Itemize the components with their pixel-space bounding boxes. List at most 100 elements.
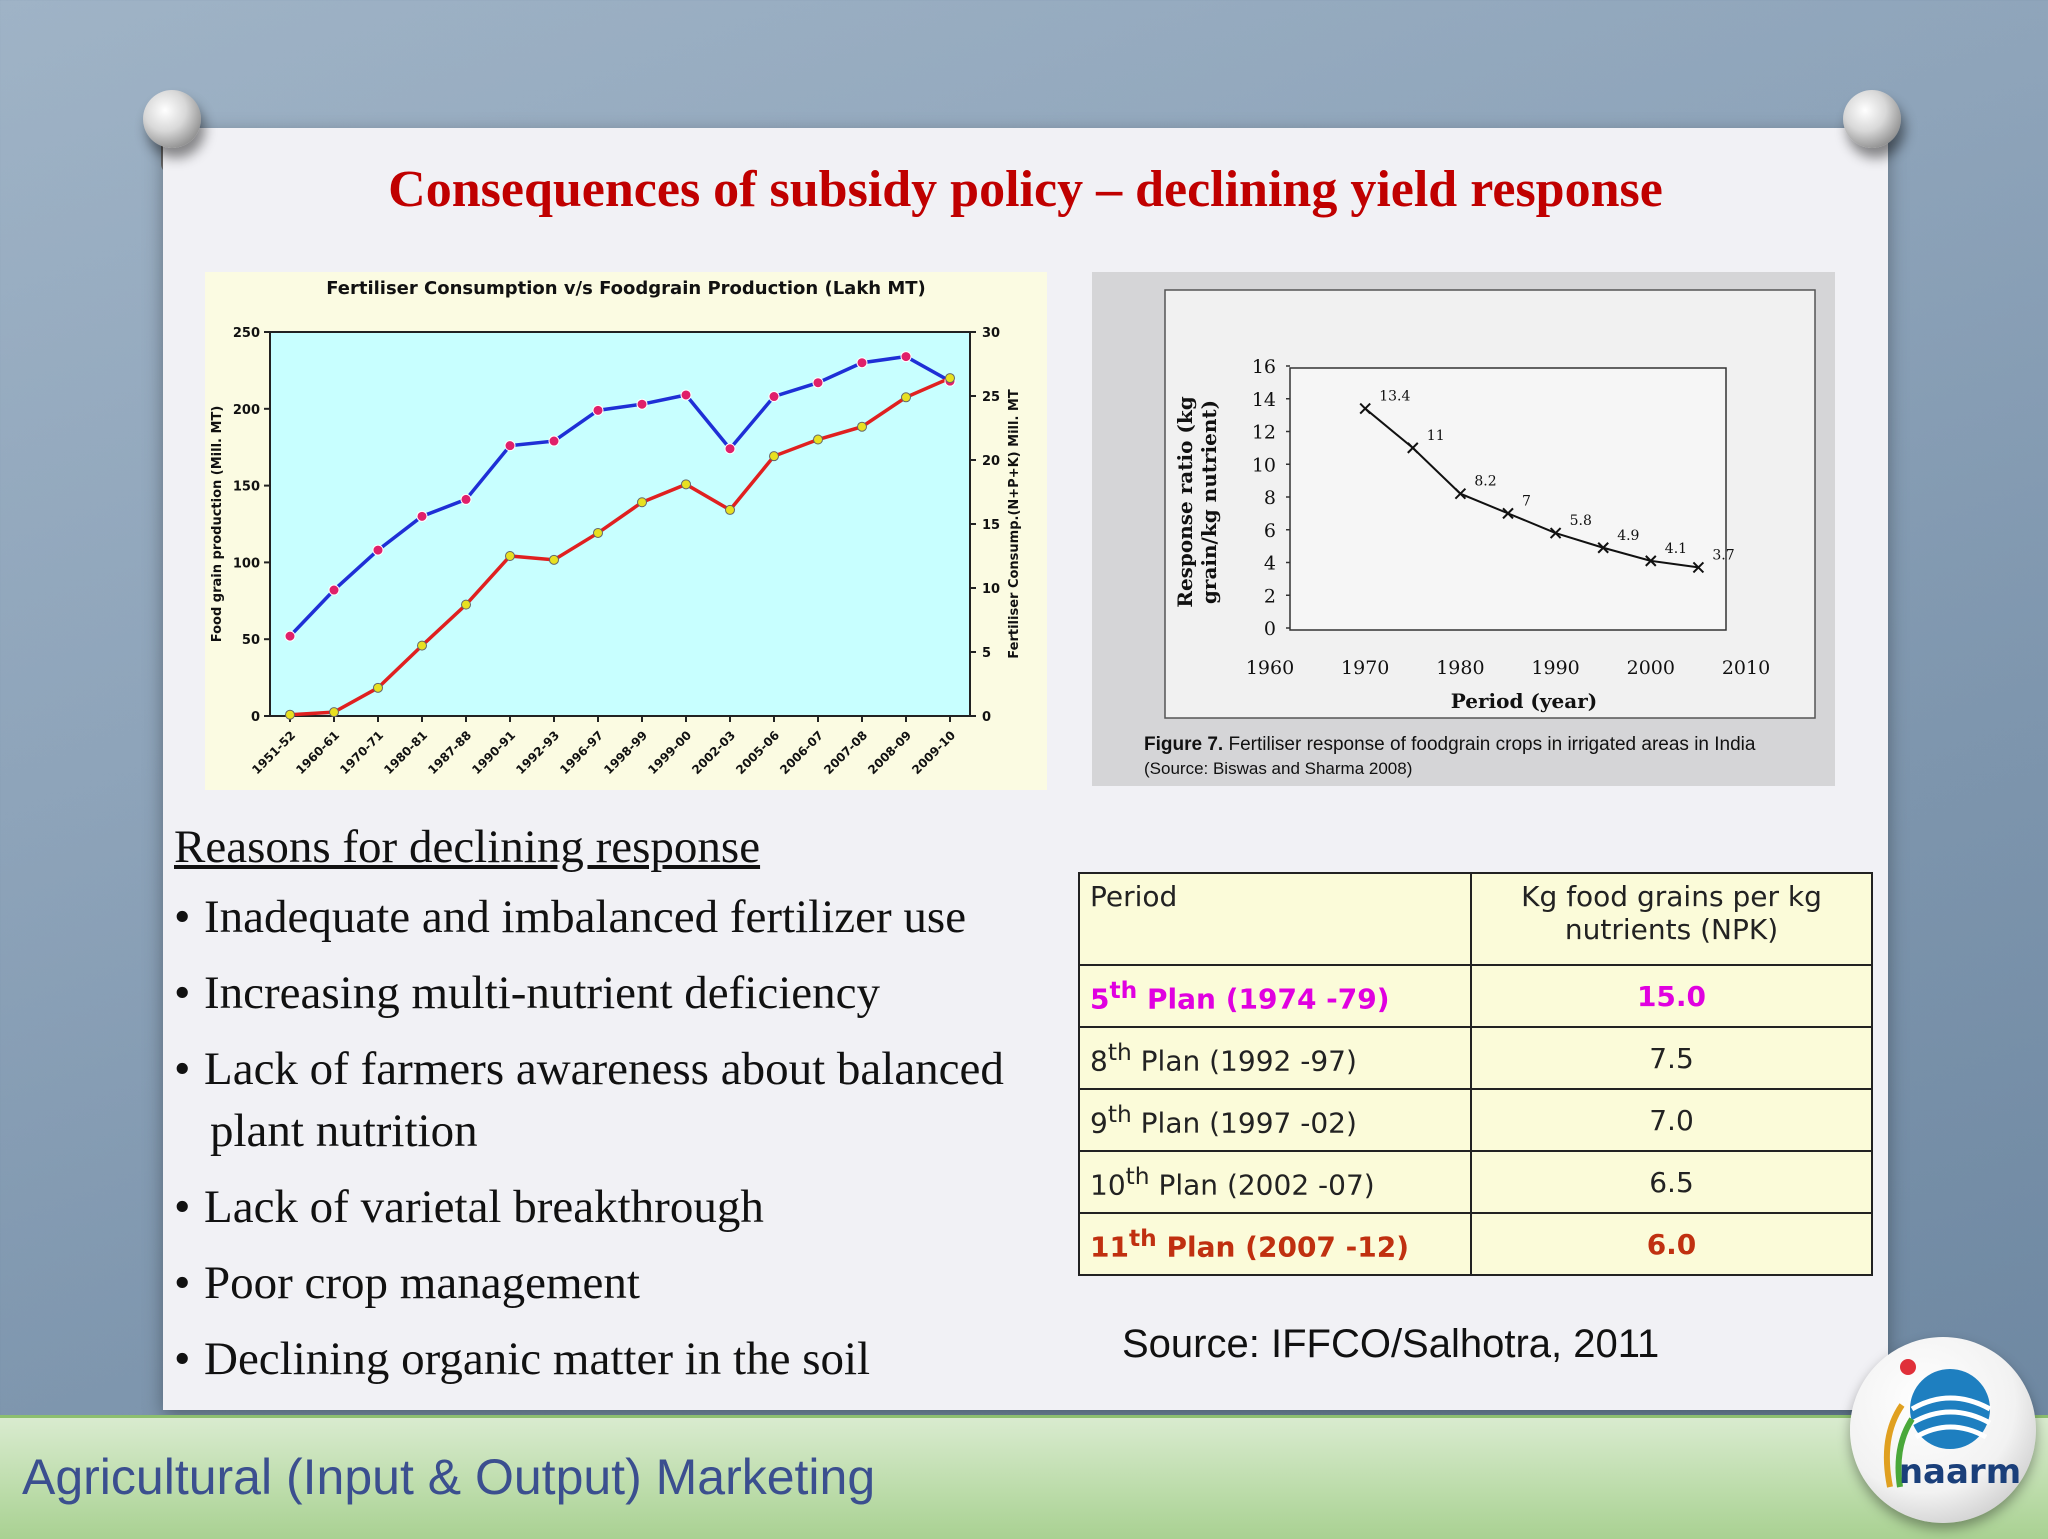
x-axis-tick-label: 2006-07 bbox=[777, 728, 826, 777]
plan-ordinal: 5 bbox=[1090, 982, 1110, 1016]
left-axis-tick-label: 0 bbox=[251, 710, 260, 725]
response-ratio-chart-svg: 0 2 4 6 8 10 12 14 16 1960 1970 1980 1990 2000 2010 R… bbox=[1144, 289, 1816, 778]
left-axis-tick-label: 250 bbox=[233, 326, 260, 341]
fertiliser-foodgrain-chart: Fertiliser Consumption v/s Foodgrain Pro… bbox=[205, 272, 1047, 790]
plan-period: Plan (2002 -07) bbox=[1149, 1168, 1375, 1202]
foodgrain-point bbox=[372, 544, 384, 556]
plan-ordinal-suffix: th bbox=[1107, 1038, 1132, 1067]
x-axis-tick-label: 1996-97 bbox=[557, 728, 606, 777]
plan-ordinal-suffix: th bbox=[1128, 1224, 1157, 1253]
foodgrain-point bbox=[900, 351, 912, 363]
table-cell-value: 6.0 bbox=[1470, 1212, 1873, 1276]
response-ratio-point bbox=[1359, 402, 1371, 415]
left-chart-ylabel-left: Food grain production (Mill. MT) bbox=[210, 406, 225, 643]
x-axis-tick-label: 1970-71 bbox=[337, 728, 386, 777]
left-axis-tick-label: 200 bbox=[233, 403, 260, 418]
reason-item-multiline: Lack of farmers awareness about balanced… bbox=[174, 1038, 1094, 1162]
x-axis-tick-label: 2005-06 bbox=[733, 728, 782, 777]
table-cell-value: 15.0 bbox=[1470, 964, 1873, 1028]
x-axis-tick-label: 2008-09 bbox=[865, 728, 914, 777]
table-header-value: Kg food grains per kg nutrients (NPK) bbox=[1470, 872, 1873, 966]
table-cell-period: 8th Plan (1992 -97) bbox=[1078, 1026, 1472, 1090]
response-ratio-data-label: 11 bbox=[1427, 428, 1445, 444]
response-table: Period Kg food grains per kg nutrients (… bbox=[1078, 872, 1873, 1276]
fertiliser-point bbox=[813, 434, 823, 445]
right-chart-x-tick-label: 1990 bbox=[1531, 657, 1579, 679]
fertiliser-point bbox=[461, 599, 471, 610]
fertiliser-point bbox=[593, 527, 603, 538]
foodgrain-point bbox=[768, 391, 780, 403]
response-ratio-point bbox=[1407, 442, 1419, 454]
reason-item: Inadequate and imbalanced fertilizer use bbox=[174, 886, 1094, 948]
caption-label: Figure 7. bbox=[1144, 734, 1223, 755]
fertiliser-foodgrain-chart-svg: Fertiliser Consumption v/s Foodgrain Pro… bbox=[210, 278, 1022, 777]
right-pin-icon bbox=[1843, 90, 1901, 174]
left-chart-ylabel-right: Fertiliser Consump.(N+P+K) Mill. MT bbox=[1007, 389, 1022, 659]
right-chart-x-tick-label: 1970 bbox=[1341, 657, 1389, 679]
fertiliser-point bbox=[373, 682, 383, 693]
plan-period: Plan (2007 -12) bbox=[1156, 1230, 1410, 1264]
x-axis-tick-label: 2009-10 bbox=[909, 728, 958, 777]
table-cell-period: 5th Plan (1974 -79) bbox=[1078, 964, 1472, 1028]
x-axis-tick-label: 1999-00 bbox=[645, 728, 694, 777]
reason-item-continuation: plant nutrition bbox=[210, 1105, 478, 1157]
plan-ordinal: 10 bbox=[1090, 1168, 1126, 1202]
response-ratio-point bbox=[1454, 488, 1467, 500]
response-ratio-data-label: 4.9 bbox=[1617, 528, 1639, 544]
table-cell-value: 6.5 bbox=[1470, 1150, 1873, 1214]
right-axis-tick-label: 10 bbox=[982, 582, 1000, 597]
foodgrain-point bbox=[856, 357, 868, 369]
fertiliser-point bbox=[769, 451, 779, 462]
response-ratio-point bbox=[1645, 555, 1657, 567]
table-cell-value: 7.5 bbox=[1470, 1026, 1873, 1090]
plan-period: Plan (1974 -79) bbox=[1137, 982, 1390, 1016]
x-axis-tick-label: 1951-52 bbox=[249, 728, 298, 777]
right-chart-y-tick-label: 0 bbox=[1264, 618, 1276, 640]
x-axis-tick-label: 1980-81 bbox=[381, 728, 430, 777]
right-axis-tick-label: 25 bbox=[982, 390, 1000, 405]
foodgrain-point bbox=[812, 377, 824, 389]
plan-ordinal-suffix: th bbox=[1107, 1100, 1132, 1129]
fertiliser-point bbox=[681, 479, 691, 490]
left-axis-tick-label: 150 bbox=[233, 480, 260, 495]
response-ratio-data-label: 3.7 bbox=[1712, 547, 1734, 563]
fertiliser-point bbox=[285, 709, 295, 720]
reason-item: Lack of varietal breakthrough bbox=[174, 1176, 1094, 1238]
right-chart-y-tick-label: 2 bbox=[1264, 585, 1276, 607]
fertiliser-point bbox=[725, 504, 735, 515]
x-axis-tick-label: 1998-99 bbox=[601, 728, 650, 777]
right-chart-y-tick-label: 14 bbox=[1252, 389, 1276, 411]
plan-ordinal-suffix: th bbox=[1125, 1162, 1150, 1191]
foodgrain-point bbox=[636, 398, 648, 410]
right-chart-plot-area bbox=[1289, 367, 1727, 631]
response-ratio-data-label: 4.1 bbox=[1665, 541, 1687, 557]
response-ratio-point bbox=[1502, 507, 1514, 520]
response-ratio-chart: 0 2 4 6 8 10 12 14 16 1960 1970 1980 1990 2000 2010 R… bbox=[1092, 272, 1835, 786]
foodgrain-point bbox=[680, 389, 692, 401]
table-header-row: Period Kg food grains per kg nutrients (… bbox=[1078, 872, 1873, 966]
foodgrain-point bbox=[548, 435, 560, 447]
plan-period: Plan (1997 -02) bbox=[1131, 1106, 1357, 1140]
reason-item: Increasing multi-nutrient deficiency bbox=[174, 962, 1094, 1024]
right-chart-xlabel: Period (year) bbox=[1451, 689, 1597, 713]
naarm-logo-icon: naarm bbox=[1883, 1359, 2021, 1492]
plan-ordinal-suffix: th bbox=[1109, 976, 1138, 1005]
foodgrain-point bbox=[460, 493, 472, 505]
table-cell-period: 10th Plan (2002 -07) bbox=[1078, 1150, 1472, 1214]
plan-ordinal: 11 bbox=[1090, 1230, 1129, 1264]
response-ratio-data-label: 13.4 bbox=[1379, 389, 1410, 405]
right-axis-tick-label: 0 bbox=[982, 710, 991, 725]
right-chart-ylabel-line1: Response ratio (kg bbox=[1173, 396, 1197, 607]
response-ratio-data-label: 7 bbox=[1522, 493, 1531, 509]
right-chart-x-tick-label: 2000 bbox=[1627, 657, 1675, 679]
response-ratio-point bbox=[1549, 527, 1562, 539]
table-cell-value: 7.0 bbox=[1470, 1088, 1873, 1152]
foodgrain-point bbox=[284, 630, 296, 642]
fertiliser-point bbox=[329, 707, 339, 718]
right-chart-caption-source: (Source: Biswas and Sharma 2008) bbox=[1144, 759, 1412, 778]
fertiliser-point bbox=[945, 373, 955, 384]
right-chart-y-tick-label: 12 bbox=[1252, 422, 1276, 444]
response-ratio-data-label: 8.2 bbox=[1474, 474, 1496, 490]
table-header-period: Period bbox=[1078, 872, 1472, 966]
right-axis-tick-label: 5 bbox=[982, 646, 991, 661]
